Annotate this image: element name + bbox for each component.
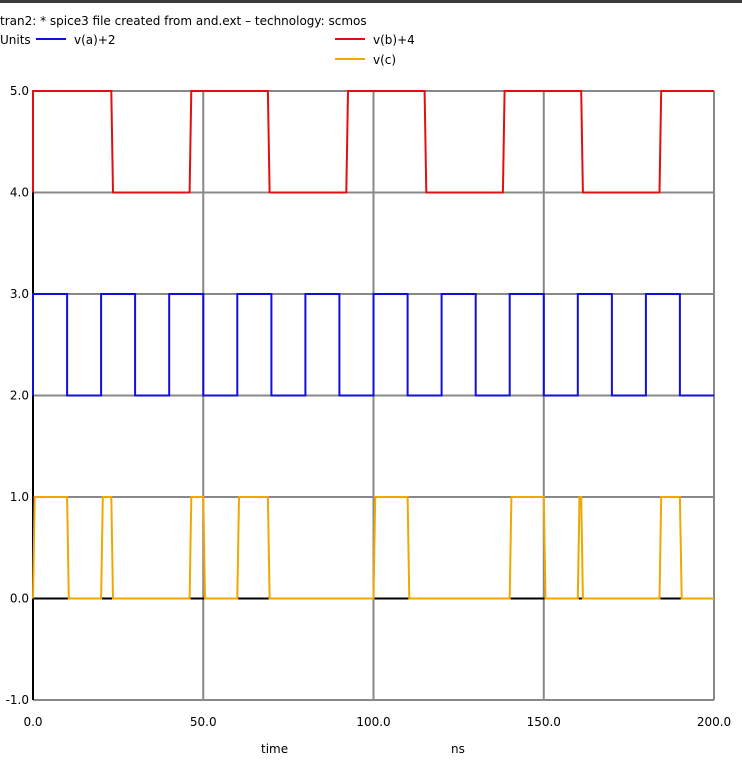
- x-tick-label-2: 100.0: [356, 715, 390, 729]
- y-tick-label-4: 1.0: [10, 490, 29, 504]
- x-axis-unit: ns: [451, 742, 465, 756]
- y-tick-label-1: 4.0: [10, 186, 29, 200]
- y-axis-label: Units: [0, 33, 31, 47]
- x-tick-label-0: 0.0: [23, 715, 42, 729]
- x-tick-label-1: 50.0: [190, 715, 217, 729]
- x-tick-label-4: 200.0: [697, 715, 731, 729]
- series-line-vc: [32, 496, 714, 600]
- plot-title: tran2: * spice3 file created from and.ex…: [0, 14, 367, 28]
- y-tick-label-5: 0.0: [10, 592, 29, 606]
- legend-item-vc: v(c): [335, 53, 396, 67]
- legend-swatch-va: [36, 37, 66, 40]
- y-tick-label-3: 2.0: [10, 389, 29, 403]
- legend-item-vb: v(b)+4: [335, 33, 415, 47]
- window-top-border: [0, 0, 742, 3]
- legend-item-va: v(a)+2: [36, 33, 116, 47]
- y-tick-label-6: -1.0: [6, 693, 29, 707]
- series-line-vb: [32, 90, 714, 194]
- series-line-va: [32, 293, 714, 397]
- legend-label-va: v(a)+2: [74, 33, 116, 47]
- y-tick-label-2: 3.0: [10, 287, 29, 301]
- legend-label-vb: v(b)+4: [373, 33, 415, 47]
- legend-label-vc: v(c): [373, 53, 397, 67]
- y-tick-label-0: 5.0: [10, 84, 29, 98]
- legend-swatch-vc: [335, 57, 365, 60]
- x-axis-label: time: [261, 742, 289, 756]
- legend-swatch-vb: [335, 37, 365, 40]
- x-tick-label-3: 150.0: [527, 715, 561, 729]
